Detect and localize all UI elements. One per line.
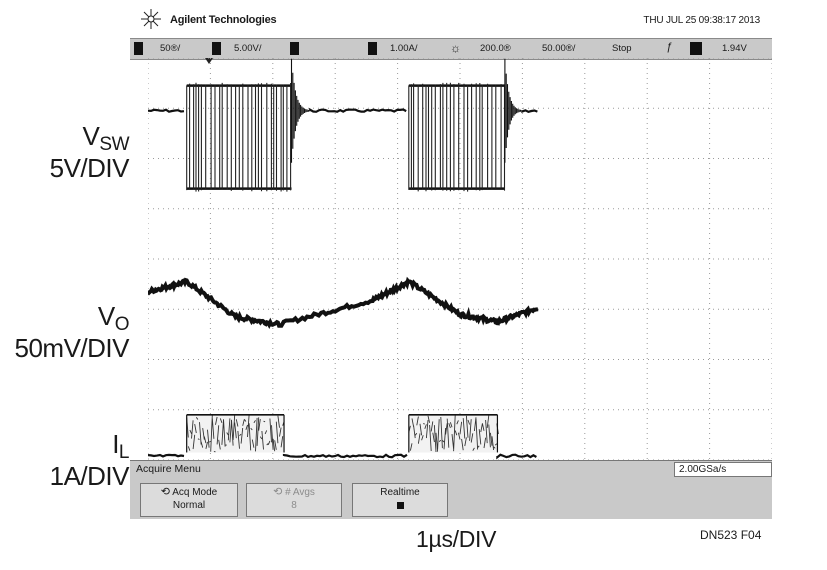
- il-trace: [408, 415, 499, 453]
- vo-label-main: V: [97, 301, 115, 331]
- scope-header: Agilent Technologies THU JUL 25 09:38:17…: [130, 6, 772, 34]
- channel-3-indicator[interactable]: [290, 42, 299, 55]
- avgs-value: 8: [291, 500, 297, 511]
- il-label-sub: L: [118, 442, 130, 463]
- channel-4-indicator[interactable]: [368, 42, 377, 55]
- vo-label-sub: O: [114, 314, 130, 335]
- il-label-main: I: [112, 429, 119, 459]
- acquire-menu-title: Acquire Menu: [136, 463, 201, 475]
- ch2-scale: 5.00V/: [234, 43, 262, 54]
- vsw-scale-label: 5V/DIV: [49, 153, 130, 183]
- brand-name: Agilent Technologies: [170, 14, 277, 26]
- il-trace: [186, 414, 285, 453]
- acquire-menu: Acquire Menu 2.00GSa/s ⟲ Acq Mode Normal…: [130, 460, 772, 519]
- il-trace: [186, 414, 285, 453]
- avgs-softkey[interactable]: ⟲ # Avgs 8: [246, 483, 342, 517]
- vo-trace: [148, 276, 539, 329]
- time-per-div: 50.00®/: [542, 43, 576, 54]
- trigger-level: 1.94V: [722, 43, 747, 54]
- il-trace: [496, 453, 537, 460]
- channel-2-indicator[interactable]: [212, 42, 221, 55]
- acq-mode-value: Normal: [172, 500, 206, 511]
- vsw-label-sub: SW: [99, 134, 129, 155]
- acq-mode-softkey[interactable]: ⟲ Acq Mode Normal: [140, 483, 238, 517]
- trigger-position-marker-icon: [205, 58, 213, 64]
- entry-knob-icon: ⟲: [273, 486, 283, 498]
- trigger-source-indicator[interactable]: [690, 42, 702, 55]
- sample-rate-readout: 2.00GSa/s: [674, 462, 772, 477]
- acq-mode-label: Acq Mode: [172, 487, 218, 498]
- vo-label: VO 50mV/DIV: [15, 302, 130, 362]
- il-label: IL 1A/DIV: [49, 429, 130, 491]
- il-trace: [148, 453, 185, 458]
- vsw-label-main: V: [82, 121, 100, 151]
- vo-scale-label: 50mV/DIV: [14, 333, 130, 363]
- vsw-trace: [186, 82, 292, 192]
- vsw-trace: [504, 58, 523, 163]
- vsw-label: VSW 5V/DIV: [49, 121, 130, 183]
- vsw-trace: [408, 82, 506, 192]
- realtime-checkbox-icon: [396, 501, 404, 509]
- ch1-scale: 50®/: [160, 43, 181, 54]
- realtime-label: Realtime: [380, 487, 420, 498]
- time-delay: 200.0®: [480, 43, 511, 54]
- entry-knob-icon: ⟲: [160, 486, 170, 498]
- figure-id: DN523 F04: [700, 528, 762, 542]
- vsw-trace: [309, 107, 407, 113]
- vsw-trace: [521, 109, 538, 113]
- channel-1-indicator[interactable]: [134, 42, 143, 55]
- agilent-spark-logo-icon: [141, 9, 161, 29]
- avgs-label: # Avgs: [285, 487, 315, 498]
- run-state: Stop: [612, 43, 632, 54]
- scope-status-bar: 50®/ 5.00V/ 1.00A/ ☼ 200.0® 50.00®/ Stop…: [130, 38, 772, 60]
- il-trace: [282, 453, 408, 459]
- realtime-softkey[interactable]: Realtime: [352, 483, 448, 517]
- timebase-label: 1µs/DIV: [416, 526, 497, 552]
- vsw-trace: [290, 58, 311, 163]
- vsw-trace: [148, 108, 185, 113]
- il-scale-label: 1A/DIV: [49, 461, 130, 491]
- intensity-sun-icon: ☼: [450, 41, 461, 55]
- trigger-edge-icon: ƒ: [666, 41, 673, 53]
- capture-datetime: THU JUL 25 09:38:17 2013: [643, 15, 760, 26]
- ch4-scale: 1.00A/: [390, 43, 418, 54]
- oscilloscope-display: [148, 58, 772, 460]
